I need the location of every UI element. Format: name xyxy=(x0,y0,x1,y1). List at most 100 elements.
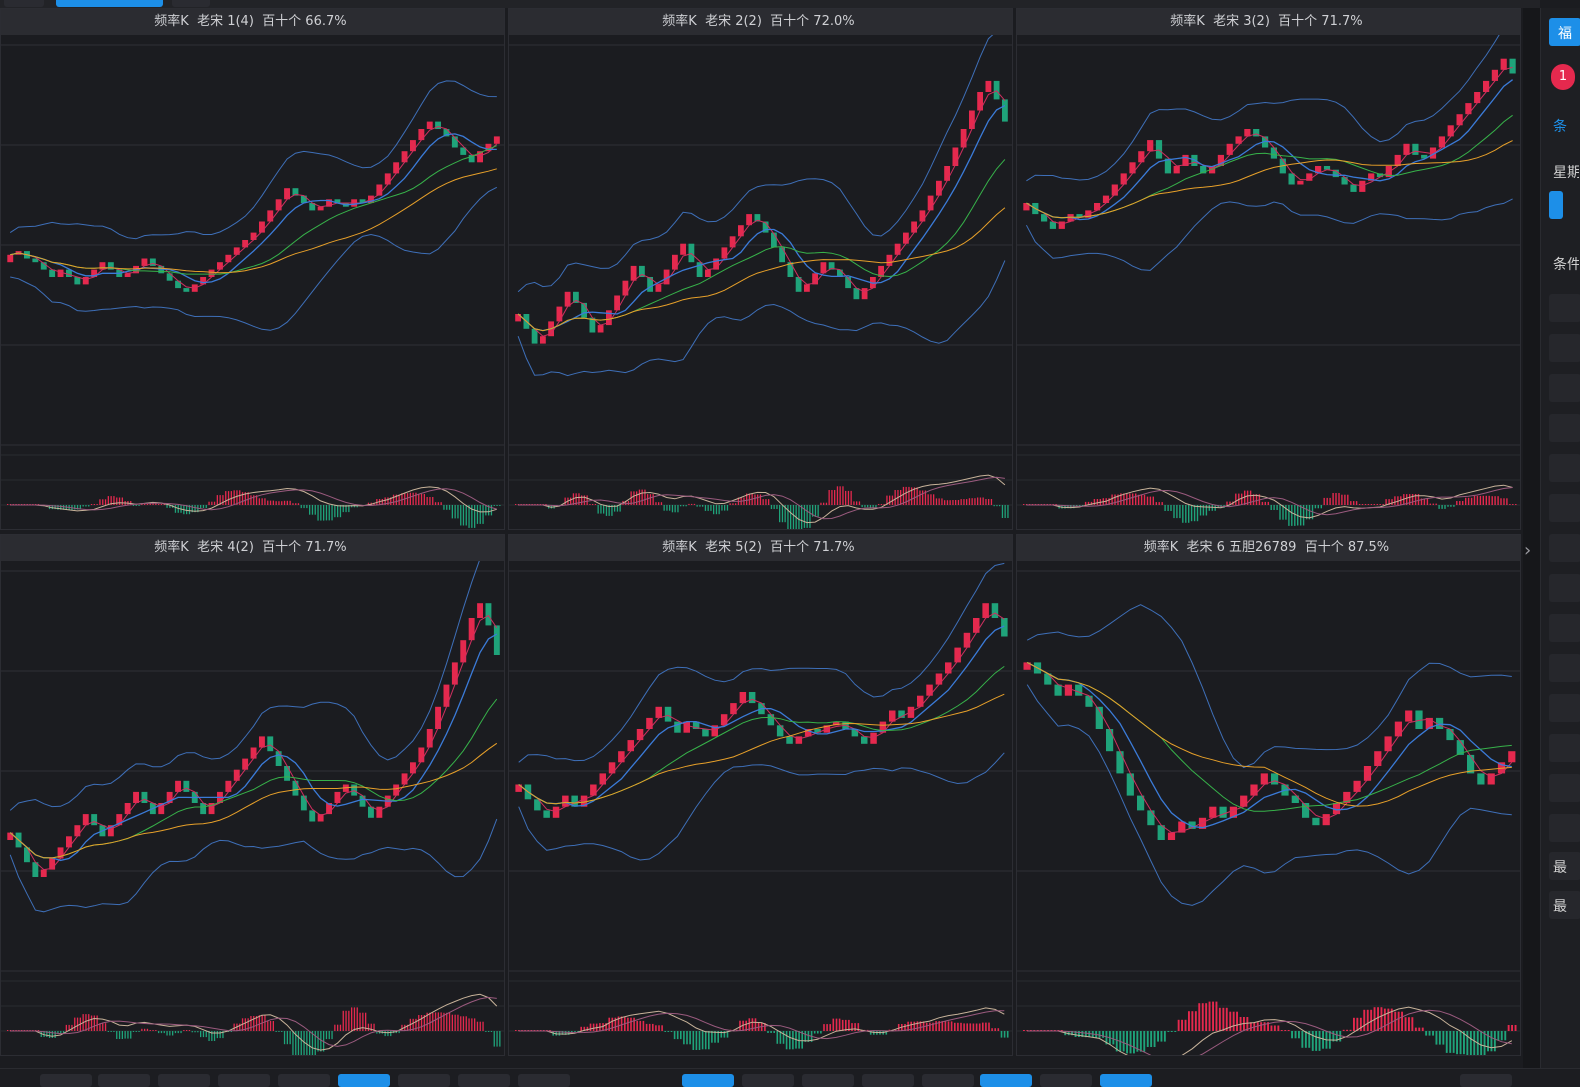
macd-bar xyxy=(163,504,165,505)
candle-up xyxy=(870,732,877,744)
candle-up xyxy=(889,710,896,722)
macd-bar xyxy=(1129,493,1131,505)
chart-panel-6[interactable]: 频率K 老宋 6 五胆26789 百十个 87.5% xyxy=(1016,534,1521,1056)
sidebar-slot[interactable] xyxy=(1549,774,1580,802)
bottom-tab[interactable] xyxy=(1460,1074,1512,1087)
bottom-tab[interactable] xyxy=(98,1074,150,1087)
chart-canvas[interactable] xyxy=(1,561,505,1056)
macd-bar xyxy=(200,505,202,508)
bottom-tab[interactable] xyxy=(218,1074,270,1087)
macd-bar xyxy=(729,503,731,505)
candle-up xyxy=(426,121,433,129)
macd-bar xyxy=(688,503,690,505)
macd-bar xyxy=(337,505,339,518)
candle-up xyxy=(259,221,265,233)
sidebar-slot[interactable] xyxy=(1549,694,1580,722)
macd-bar xyxy=(1308,505,1311,520)
bottom-tab[interactable] xyxy=(518,1074,570,1087)
macd-bar xyxy=(589,504,591,505)
chart-panel-4[interactable]: 频率K 老宋 4(2) 百十个 71.7% xyxy=(0,534,505,1056)
macd-bar xyxy=(373,1023,375,1031)
sidebar-slot[interactable] xyxy=(1549,334,1580,362)
macd-bar xyxy=(213,501,216,505)
candle-down xyxy=(32,862,39,877)
tab-active[interactable] xyxy=(56,0,163,7)
candle-up xyxy=(963,632,971,648)
macd-bar xyxy=(1423,498,1426,505)
macd-dif-line xyxy=(1026,484,1513,519)
bottom-tab[interactable] xyxy=(802,1074,854,1087)
macd-bar xyxy=(745,1020,747,1031)
macd-bar xyxy=(1367,504,1370,505)
candle-down xyxy=(351,784,358,796)
panel-title: 频率K 老宋 3(2) 百十个 71.7% xyxy=(1017,9,1520,35)
sidebar-button-primary[interactable]: 福 xyxy=(1549,18,1580,46)
bottom-tab[interactable] xyxy=(742,1074,794,1087)
bottom-tab[interactable] xyxy=(278,1074,330,1087)
bottom-tab[interactable] xyxy=(398,1074,450,1087)
macd-bar xyxy=(864,505,866,508)
macd-bar xyxy=(387,1031,389,1037)
macd-bar xyxy=(1135,493,1137,505)
sidebar-slot[interactable] xyxy=(1549,534,1580,562)
bottom-tab-active[interactable] xyxy=(1100,1074,1152,1087)
macd-bar xyxy=(759,494,762,505)
bottom-tab[interactable] xyxy=(862,1074,914,1087)
bottom-tab[interactable] xyxy=(40,1074,92,1087)
candle-down xyxy=(1341,177,1348,185)
sidebar-toggle[interactable] xyxy=(1549,191,1563,219)
chart-panel-3[interactable]: 频率K 老宋 3(2) 百十个 71.7% xyxy=(1016,8,1521,530)
candle-up xyxy=(618,751,625,763)
bottom-tab[interactable] xyxy=(922,1074,974,1087)
candle-down xyxy=(786,736,793,744)
macd-bar xyxy=(1280,1030,1283,1031)
macd-bar xyxy=(804,1031,807,1042)
chart-canvas[interactable] xyxy=(509,35,1013,530)
macd-bar xyxy=(96,504,98,505)
chart-canvas[interactable] xyxy=(1017,35,1521,530)
tab-add[interactable] xyxy=(172,0,210,7)
chart-panel-2[interactable]: 频率K 老宋 2(2) 百十个 72.0% xyxy=(508,8,1013,530)
sidebar-slot[interactable] xyxy=(1549,414,1580,442)
sidebar-slot[interactable] xyxy=(1549,294,1580,322)
macd-bar xyxy=(994,1028,996,1031)
chevron-right-icon[interactable]: › xyxy=(1524,540,1532,561)
sidebar-slot[interactable] xyxy=(1549,654,1580,682)
macd-bar xyxy=(118,497,121,505)
chart-canvas[interactable] xyxy=(1,35,505,530)
sidebar-slot[interactable] xyxy=(1549,374,1580,402)
macd-bar xyxy=(845,490,847,505)
chart-canvas[interactable] xyxy=(509,561,1013,1056)
ma60-line xyxy=(10,168,497,274)
bottom-tab[interactable] xyxy=(1040,1074,1092,1087)
chart-panel-1[interactable]: 频率K 老宋 1(4) 百十个 66.7% xyxy=(0,8,505,530)
macd-bar xyxy=(1136,1031,1139,1052)
bottom-tab-active[interactable] xyxy=(682,1074,734,1087)
bottom-tab[interactable] xyxy=(458,1074,510,1087)
macd-bar xyxy=(320,1031,322,1052)
bottom-tab[interactable] xyxy=(158,1074,210,1087)
macd-bar xyxy=(113,496,115,505)
sidebar-slot[interactable] xyxy=(1549,494,1580,522)
candle-down xyxy=(149,258,156,266)
sidebar-button-max[interactable]: 最 xyxy=(1549,852,1580,880)
sidebar-slot[interactable] xyxy=(1549,454,1580,482)
sidebar-slot[interactable] xyxy=(1549,574,1580,602)
bottom-tab-active[interactable] xyxy=(338,1074,390,1087)
macd-bar xyxy=(746,493,748,505)
sidebar-slot[interactable] xyxy=(1549,614,1580,642)
tab-home[interactable] xyxy=(4,0,44,7)
sidebar-slot[interactable] xyxy=(1549,814,1580,842)
sidebar-slot[interactable] xyxy=(1549,734,1580,762)
candle-up xyxy=(917,695,924,707)
sidebar-item-label[interactable]: 条 xyxy=(1553,119,1567,135)
notification-badge[interactable]: 1 xyxy=(1551,64,1575,90)
macd-bar xyxy=(1459,501,1461,505)
sidebar-button-min[interactable]: 最 xyxy=(1549,891,1580,919)
macd-bar xyxy=(1023,504,1025,505)
chart-panel-5[interactable]: 频率K 老宋 5(2) 百十个 71.7% xyxy=(508,534,1013,1056)
bottom-tab-active[interactable] xyxy=(980,1074,1032,1087)
chart-canvas[interactable] xyxy=(1017,561,1521,1056)
macd-bar xyxy=(356,1007,358,1031)
candle-down xyxy=(1270,147,1277,159)
